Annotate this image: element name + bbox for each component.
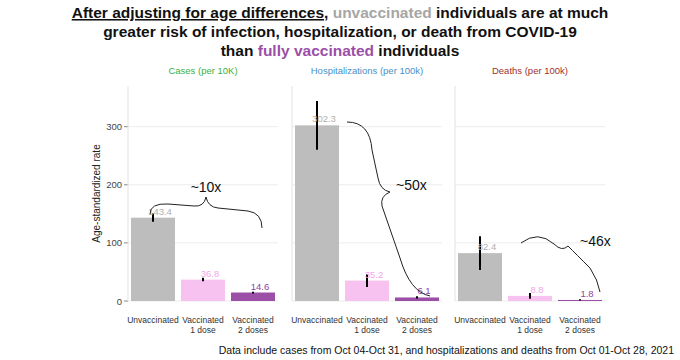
grid-line	[455, 126, 605, 127]
category-line: 2 doses	[238, 325, 268, 335]
tick-mark	[124, 126, 128, 127]
annotation: ~50x	[396, 177, 427, 193]
annotation: ~46x	[580, 233, 611, 249]
brace	[347, 122, 430, 296]
title-segment: ,	[324, 4, 333, 21]
data-label: 36.8	[201, 268, 220, 279]
axis-line	[455, 86, 456, 301]
panel: Cases (per 10K) 0 100 200 300 Age-standardize…	[91, 65, 278, 335]
panel-title: Hospitalizations (per 100k)	[311, 65, 423, 76]
category-line: Vaccinated	[346, 315, 388, 325]
bar	[131, 218, 175, 301]
tick-label: 0	[117, 296, 122, 307]
title-segment: fully vaccinated	[258, 42, 374, 59]
category-line: Vaccinated	[396, 315, 438, 325]
title-line: greater risk of infection, hospitalizati…	[103, 23, 577, 40]
tick-label: 300	[106, 121, 122, 132]
category-label: Vaccinated1 dose	[346, 315, 388, 335]
category-label: Unvaccinated	[291, 315, 343, 325]
tick-mark	[124, 184, 128, 185]
category-label: Vaccinated2 doses	[396, 315, 438, 335]
category-line: 1 dose	[190, 325, 216, 335]
category-label: Vaccinated1 dose	[509, 315, 551, 335]
marks	[131, 214, 275, 301]
category-label: Vaccinated2 doses	[559, 315, 601, 335]
page: {"title": [[{"text": "After adjusting fo…	[0, 0, 680, 360]
error-bar	[416, 296, 418, 298]
data-label: 8.8	[530, 284, 543, 295]
category-label: Unvaccinated	[454, 315, 506, 325]
bar	[231, 293, 275, 301]
brace	[150, 197, 262, 228]
data-label: 143.4	[148, 206, 172, 217]
category-line: 2 doses	[402, 325, 432, 335]
data-label: 14.6	[251, 281, 270, 292]
panel-title: Deaths (per 100k)	[492, 65, 568, 76]
category-line: Vaccinated	[509, 315, 551, 325]
axis-title: Age-standardized rate	[91, 144, 102, 243]
title-segment: unvaccinated	[333, 4, 432, 21]
axis-line	[292, 86, 293, 301]
error-bar	[316, 101, 318, 150]
title-segment: greater risk of infection, hospitalizati…	[103, 23, 577, 40]
category-line: Vaccinated	[559, 315, 601, 325]
axis-line	[128, 86, 129, 301]
tick-mark	[124, 242, 128, 243]
chart-figure: After adjusting for age differences, unv…	[0, 0, 680, 360]
data-label: 82.4	[478, 241, 497, 252]
data-label: 1.8	[580, 288, 593, 299]
annotation: ~10x	[191, 179, 222, 195]
bar	[181, 280, 225, 301]
error-bar	[252, 292, 254, 294]
data-label: 302.3	[312, 113, 336, 124]
category-line: 1 dose	[354, 325, 380, 335]
marks	[295, 101, 439, 301]
category-line: 1 dose	[517, 325, 543, 335]
title-line: After adjusting for age differences, unv…	[72, 4, 609, 21]
category-line: Vaccinated	[182, 315, 224, 325]
tick-mark	[124, 301, 128, 302]
panel-title: Cases (per 10K)	[168, 65, 237, 76]
title-segment: individuals	[374, 42, 459, 59]
tick-label: 200	[106, 179, 122, 190]
footnote: Data include cases from Oct 04-Oct 31, a…	[219, 344, 674, 356]
grid-line	[128, 126, 278, 127]
category-label: Vaccinated2 doses	[232, 315, 274, 335]
bar	[558, 300, 602, 301]
title-segment: After adjusting for age differences	[72, 4, 324, 21]
data-label: 35.2	[365, 269, 384, 280]
category-label: Vaccinated1 dose	[182, 315, 224, 335]
tick-label: 100	[106, 237, 122, 248]
bar	[295, 125, 339, 301]
title-line: than fully vaccinated individuals	[221, 42, 460, 59]
panel: Hospitalizations (per 100k) 302.3 Unvaccin…	[291, 65, 442, 335]
category-line: 2 doses	[565, 325, 595, 335]
error-bar	[579, 299, 581, 300]
title-segment: individuals are at much	[432, 4, 609, 21]
panel: Deaths (per 100k) 82.4 Unvaccinated 8.8 Vacc…	[454, 65, 611, 335]
title-segment: than	[221, 42, 258, 59]
category-line: Vaccinated	[232, 315, 274, 325]
category-label: Unvaccinated	[127, 315, 179, 325]
grid-line	[455, 184, 605, 185]
